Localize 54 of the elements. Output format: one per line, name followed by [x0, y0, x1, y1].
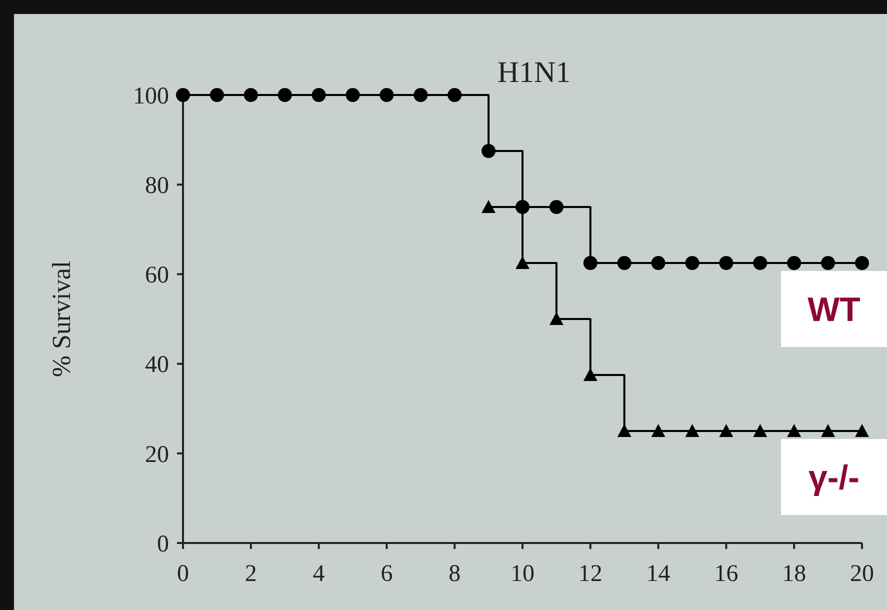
x-tick-label: 16	[714, 561, 738, 587]
point	[549, 200, 564, 214]
point	[176, 88, 190, 102]
point	[346, 88, 360, 102]
y-tick-label: 60	[145, 262, 169, 289]
point	[685, 256, 700, 270]
point	[482, 200, 496, 213]
x-tick-label: 18	[782, 561, 806, 587]
point	[821, 256, 836, 270]
series-label: WT	[808, 290, 861, 329]
x-tick-label: 12	[578, 561, 602, 587]
point	[482, 144, 496, 158]
point	[583, 256, 598, 270]
y-tick-label: 20	[145, 442, 169, 468]
point	[448, 88, 462, 102]
y-tick-label: 0	[157, 531, 169, 558]
x-tick-label: 10	[510, 561, 534, 587]
y-axis-title: % Survival	[47, 260, 76, 378]
y-tick-label: 40	[145, 352, 169, 378]
x-tick-label: 20	[850, 561, 874, 587]
y-tick-label: 80	[145, 173, 169, 199]
point	[312, 88, 326, 102]
point	[516, 256, 530, 269]
point	[753, 256, 768, 270]
series-label: γ-/-	[808, 458, 860, 497]
point	[210, 88, 224, 102]
point	[821, 424, 836, 437]
x-tick-label: 4	[312, 561, 325, 587]
point	[516, 200, 530, 214]
point	[685, 424, 700, 437]
point	[549, 312, 564, 325]
point	[719, 424, 734, 437]
point	[617, 256, 632, 270]
point	[719, 256, 734, 270]
point	[278, 88, 292, 102]
point	[617, 424, 632, 437]
point	[583, 368, 598, 381]
point	[787, 424, 802, 437]
point	[244, 88, 258, 102]
chart-title: H1N1	[497, 56, 571, 89]
point	[414, 88, 428, 102]
x-tick-label: 14	[646, 561, 670, 587]
point	[753, 424, 768, 437]
x-tick-label: 6	[380, 561, 393, 587]
point	[855, 424, 869, 437]
x-tick-label: 8	[448, 561, 461, 587]
point	[855, 256, 869, 270]
x-tick-label: 0	[177, 561, 189, 587]
y-tick-label: 100	[133, 83, 169, 110]
point	[787, 256, 802, 270]
point	[380, 88, 394, 102]
x-tick-label: 2	[244, 561, 257, 587]
point	[651, 256, 666, 270]
point	[651, 424, 666, 437]
